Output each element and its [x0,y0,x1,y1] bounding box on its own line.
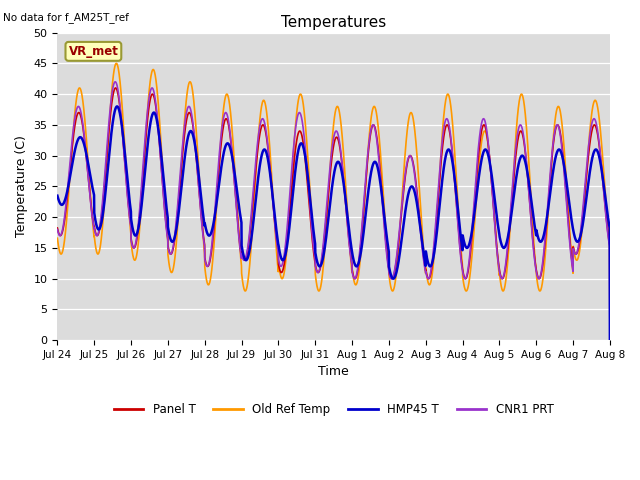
Title: Temperatures: Temperatures [281,15,387,30]
Legend: Panel T, Old Ref Temp, HMP45 T, CNR1 PRT: Panel T, Old Ref Temp, HMP45 T, CNR1 PRT [109,398,558,421]
Text: No data for f_AM25T_ref: No data for f_AM25T_ref [3,12,129,23]
Y-axis label: Temperature (C): Temperature (C) [15,135,28,237]
X-axis label: Time: Time [318,365,349,379]
Text: VR_met: VR_met [68,45,118,58]
